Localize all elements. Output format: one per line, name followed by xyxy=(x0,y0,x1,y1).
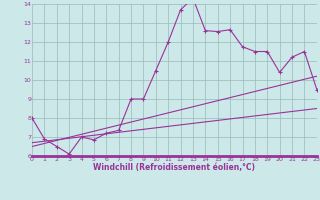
X-axis label: Windchill (Refroidissement éolien,°C): Windchill (Refroidissement éolien,°C) xyxy=(93,163,255,172)
